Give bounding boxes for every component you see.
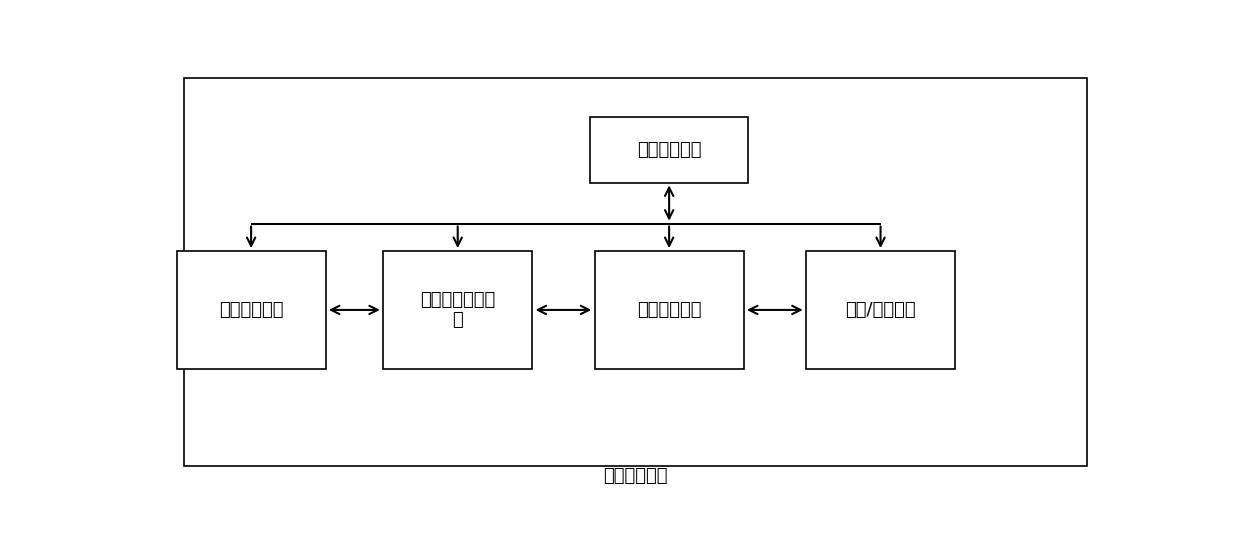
Bar	[590, 117, 749, 183]
Text: 卒中救治平台: 卒中救治平台	[603, 467, 668, 485]
Bar	[176, 251, 326, 369]
Bar	[595, 251, 744, 369]
Bar	[806, 251, 955, 369]
Text: 绿色通道模块: 绿色通道模块	[637, 301, 702, 319]
Text: 院前急救模块: 院前急救模块	[218, 301, 284, 319]
Bar	[383, 251, 532, 369]
Text: 转诊/会诊模块: 转诊/会诊模块	[846, 301, 916, 319]
Text: 院内急诊分诊模
块: 院内急诊分诊模 块	[420, 290, 495, 329]
Text: 用户管理模块: 用户管理模块	[637, 141, 702, 159]
